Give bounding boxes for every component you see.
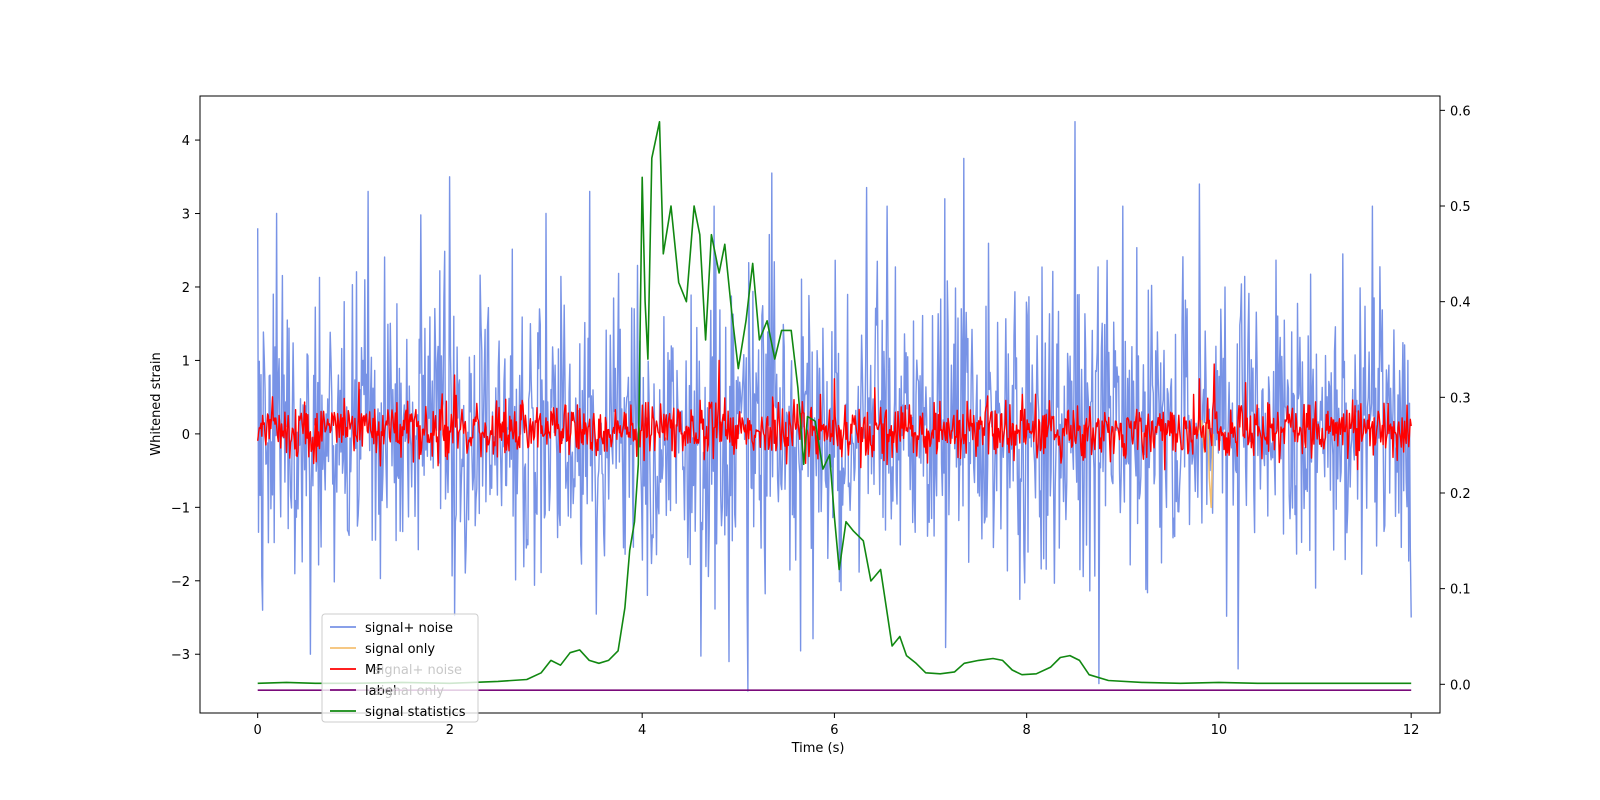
y2-tick-label: 0.6 — [1450, 104, 1471, 119]
y2-tick-label: 0.4 — [1450, 296, 1471, 311]
y-tick-label: 0 — [182, 428, 190, 443]
legend-label-signal-statistics: signal statistics — [365, 705, 466, 720]
ghost-legend-label: signal+ noise — [374, 663, 462, 678]
y-tick-label: 1 — [182, 354, 190, 369]
y2-tick-label: 0.3 — [1450, 391, 1471, 406]
y-tick-label: 2 — [182, 281, 190, 296]
legend-box — [321, 613, 479, 723]
legend-label-mf: MF — [365, 663, 384, 678]
legend-label-signal-noise: signal+ noise — [365, 621, 453, 636]
y2-tick-label: 0.0 — [1450, 678, 1471, 693]
y-tick-label: −2 — [171, 575, 190, 590]
legend: signal+ noise signal only MF label signal st… — [321, 613, 479, 723]
y-tick-label: −3 — [171, 648, 190, 663]
series-mf — [257, 359, 1412, 471]
y-tick-label: 4 — [182, 134, 190, 149]
y2-tick-label: 0.2 — [1450, 487, 1471, 502]
y-tick-label: 3 — [182, 208, 190, 223]
y2-tick-label: 0.1 — [1450, 583, 1471, 598]
legend-label-signal-only: signal only — [365, 642, 435, 657]
x-tick-label: 12 — [1403, 723, 1420, 738]
series-signal-statistics — [257, 121, 1412, 685]
x-axis-label: Time (s) — [791, 741, 845, 756]
ghost-legend-label: signal only — [374, 684, 444, 699]
x-tick-label: 2 — [446, 723, 454, 738]
y2-axis: 0.0 0.1 0.2 0.3 0.4 0.5 0.6 — [1440, 104, 1471, 693]
series-signal-noise — [257, 121, 1412, 692]
x-tick-label: 0 — [254, 723, 262, 738]
y2-tick-label: 0.5 — [1450, 200, 1471, 215]
y-axis: −3 −2 −1 0 1 2 3 4 — [171, 134, 200, 663]
y-axis-label: Whitened strain — [149, 352, 164, 455]
plot-frame — [199, 95, 1441, 714]
x-tick-label: 8 — [1023, 723, 1031, 738]
x-tick-label: 4 — [638, 723, 646, 738]
legend-label-label: label — [365, 684, 396, 699]
x-tick-label: 10 — [1211, 723, 1228, 738]
y-tick-label: −1 — [171, 501, 190, 516]
x-tick-label: 6 — [830, 723, 838, 738]
